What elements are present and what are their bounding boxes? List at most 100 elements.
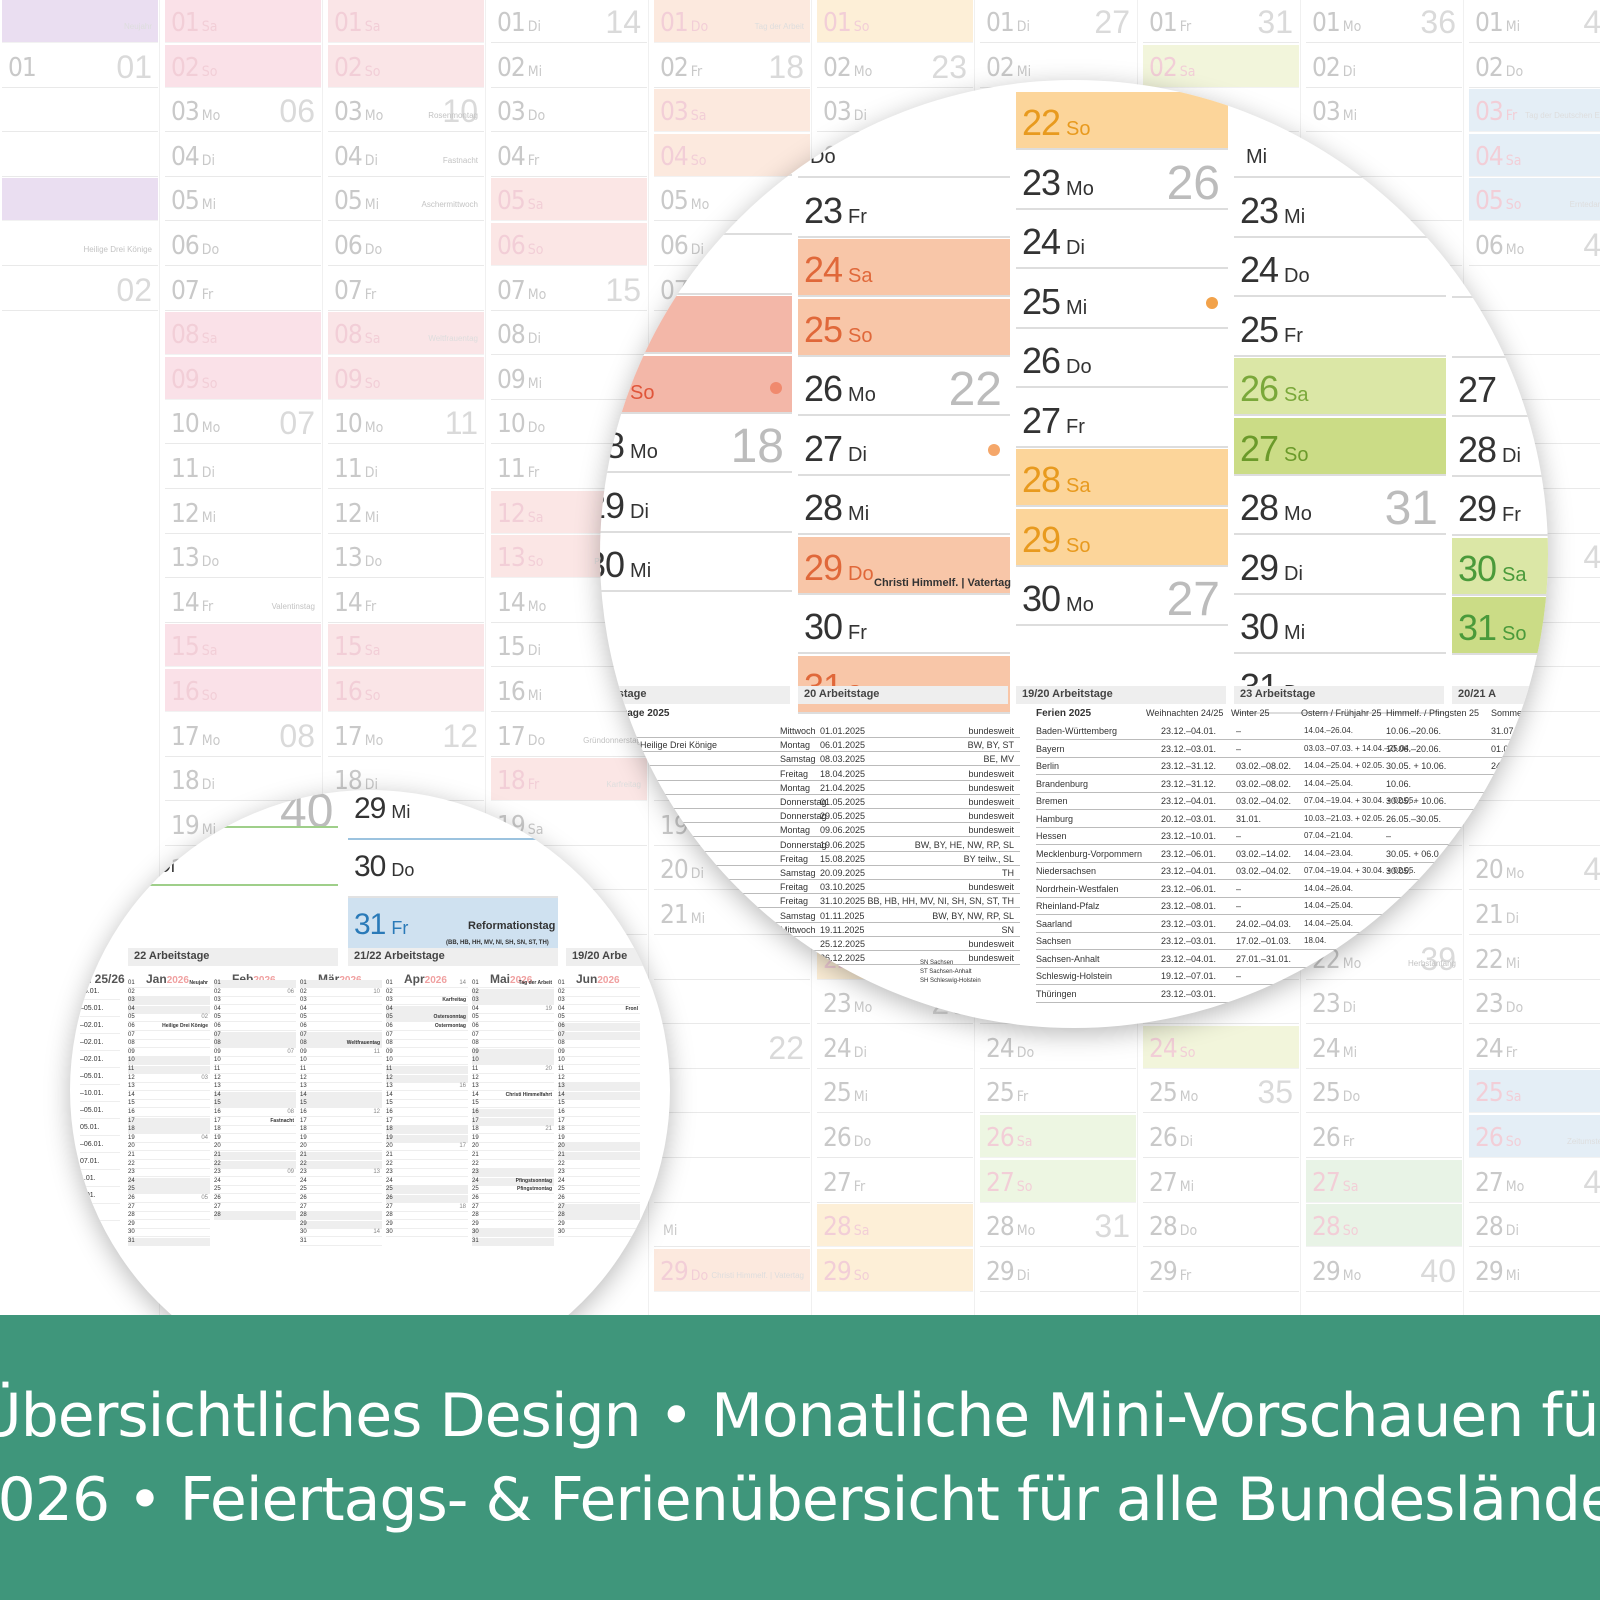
holiday-states: bundesweit bbox=[968, 882, 1014, 893]
mini-day-row: 30 bbox=[558, 1229, 640, 1238]
mini-day-row: 02 bbox=[558, 989, 640, 997]
mini-day-number: 20 bbox=[128, 1143, 135, 1150]
mini-day-row: 26 bbox=[386, 1195, 468, 1203]
day-of-week: So bbox=[1066, 534, 1091, 557]
day-number-value: 20 bbox=[125, 848, 153, 878]
mini-day-row: 08 bbox=[214, 1040, 296, 1049]
day-of-week: Fr bbox=[1016, 1089, 1029, 1106]
day-of-week: Di bbox=[1502, 444, 1521, 467]
holiday-row: Mittwoch 01.01.2025 bundesweit bbox=[600, 724, 1020, 738]
week-number: 27 bbox=[1094, 4, 1130, 40]
day-number-value: 09 bbox=[171, 364, 200, 395]
mini-day-row: 24 bbox=[128, 1177, 210, 1186]
day-number: 09 Mi bbox=[497, 365, 542, 395]
calendar-day-cell: 02 Mi bbox=[491, 45, 647, 88]
day-number-value: 21 bbox=[660, 900, 689, 930]
mini-day-row: 20 bbox=[300, 1143, 382, 1152]
summer-holidays: 24 bbox=[1491, 761, 1502, 771]
mini-day-number: 26 bbox=[214, 1195, 221, 1201]
zoom-day-cell: 31Do bbox=[1234, 656, 1446, 714]
day-of-week: So bbox=[853, 19, 870, 35]
day-of-week: Sa bbox=[1016, 1134, 1033, 1150]
mini-day-row: 08 bbox=[386, 1040, 468, 1049]
mini-day-row: 25 bbox=[558, 1186, 640, 1195]
day-number-value: 24 bbox=[1240, 249, 1279, 290]
pentecost-holidays: 30.05. + 10.06. bbox=[1386, 761, 1447, 771]
state-name: Schleswig-Holstein bbox=[1036, 971, 1113, 981]
day-number: 05 Mo bbox=[660, 186, 709, 216]
day-number: 01 Fr bbox=[1149, 8, 1191, 38]
day-number: 18 Fr bbox=[497, 766, 539, 796]
day-number: 26 Do bbox=[1022, 340, 1092, 382]
mini-day-row: 02 06 bbox=[214, 989, 296, 997]
zoom-day-cell bbox=[600, 177, 792, 235]
week-number: 27 bbox=[1166, 573, 1220, 626]
state-name: Baden-Württemberg bbox=[1036, 726, 1118, 736]
mini-day-row: 18 bbox=[128, 1126, 210, 1135]
mini-day-row: 16 bbox=[558, 1109, 640, 1117]
easter-holidays: 14.04.–25.04. bbox=[1304, 918, 1353, 928]
day-of-week: Mo bbox=[1505, 1178, 1525, 1195]
calendar-day-cell bbox=[1469, 357, 1600, 400]
holiday-states: bundesweit bbox=[968, 797, 1014, 807]
day-of-week: Fr bbox=[1179, 1267, 1192, 1284]
day-of-week: Sa bbox=[201, 643, 218, 660]
mini-day-number: 03 bbox=[558, 997, 565, 1004]
day-number: 25 Fr bbox=[986, 1078, 1028, 1108]
state-abbreviation: SH Schleswig-Holstein bbox=[920, 978, 981, 984]
school-holidays-title: Ferien 2025 bbox=[1036, 708, 1092, 719]
calendar-day-cell: 10 Do bbox=[491, 401, 647, 445]
calendar-day-cell: 29 Do Christi Himmelf. | Vatertag bbox=[654, 1248, 810, 1292]
holiday-states: (BB, HB, HH, MV, NI, SH, SN, ST, TH) bbox=[446, 940, 549, 946]
mini-day-number: 22 bbox=[386, 1160, 393, 1167]
holiday-weekday: Samstag bbox=[780, 754, 816, 765]
school-holidays-row: Rheinland-Pfalz 23.12.–08.01. – 14.04.–25.0… bbox=[1036, 899, 1548, 915]
calendar-day-cell: 15 Sa bbox=[165, 624, 321, 668]
mini-day-row: 13 16 bbox=[386, 1083, 468, 1092]
day-of-week: Sa bbox=[364, 19, 381, 35]
mini-day-row: 19 bbox=[214, 1135, 296, 1143]
calendar-day-cell: 24 Mi bbox=[1306, 1026, 1462, 1069]
mini-day-row: 30 bbox=[386, 1229, 468, 1238]
mini-day-number: 15 bbox=[472, 1100, 479, 1107]
mini-day-number: 06 bbox=[558, 1023, 565, 1029]
mini-day-row: 23 09 bbox=[214, 1169, 296, 1178]
day-number: 05 Mi bbox=[171, 186, 216, 216]
day-number-value: 09 bbox=[497, 364, 526, 395]
mini-day-number: 11 bbox=[558, 1066, 565, 1072]
day-number-value: 13 bbox=[497, 543, 526, 574]
calendar-day-cell bbox=[1143, 981, 1299, 1025]
day-number: 02 So bbox=[171, 53, 217, 83]
holiday-note: Aschermittwoch bbox=[421, 200, 478, 210]
week-number: 01 bbox=[116, 48, 152, 85]
mini-day-number: 25 bbox=[128, 1186, 135, 1193]
calendar-day-cell: 29 Mo 40 bbox=[1306, 1249, 1462, 1292]
day-number: 03 Di bbox=[823, 97, 867, 127]
mini-day-number: 21 bbox=[214, 1152, 221, 1158]
winter-holidays: – bbox=[1236, 901, 1242, 911]
mini-day-row: 19 04 bbox=[128, 1135, 210, 1143]
week-number: 06 bbox=[279, 93, 315, 130]
day-number: 10 Mo bbox=[171, 409, 220, 439]
day-number-value: 20 bbox=[1475, 855, 1504, 886]
calendar-day-cell: 16 So bbox=[328, 669, 484, 712]
holiday-date: 26.12.2025 bbox=[820, 953, 866, 964]
mini-day-row: 28 bbox=[472, 1212, 554, 1221]
day-number-value: 11 bbox=[497, 454, 526, 484]
calendar-day-cell bbox=[654, 1115, 810, 1158]
mini-week-number: 12 bbox=[373, 1109, 380, 1115]
zoom-day-cell: 27 Fr bbox=[1016, 390, 1228, 448]
day-of-week: Sa bbox=[527, 821, 544, 838]
mini-day-number: 25 bbox=[472, 1186, 479, 1193]
zoom-day-cell bbox=[600, 237, 792, 295]
mini-week-number: 10 bbox=[373, 988, 380, 995]
day-number: 02 Sa bbox=[1149, 53, 1195, 83]
day-of-week: Mo bbox=[1342, 19, 1362, 35]
day-number: 26 Sa bbox=[1240, 368, 1309, 410]
mini-day-row: 23 bbox=[386, 1169, 468, 1178]
week-number: 12 bbox=[442, 717, 478, 754]
